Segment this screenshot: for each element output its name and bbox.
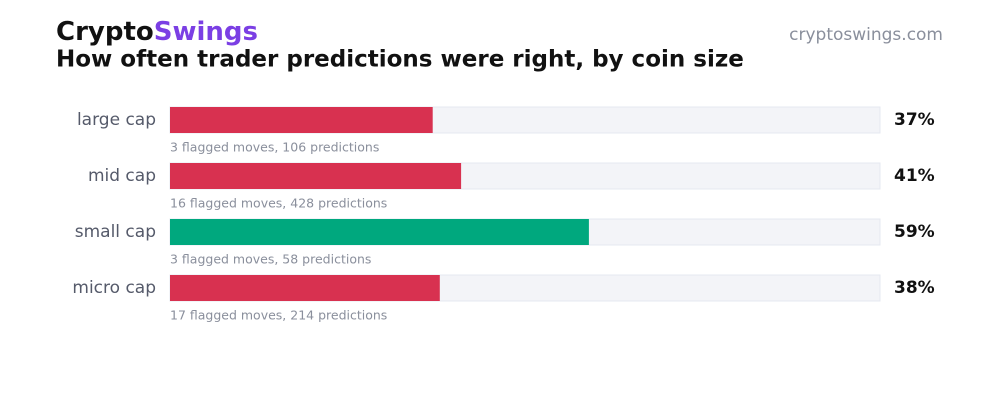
value-label: 37% bbox=[894, 110, 935, 130]
chart-title: How often trader predictions were right,… bbox=[56, 47, 744, 73]
site: cryptoswings.com bbox=[789, 25, 943, 45]
bar-note: 3 flagged moves, 106 predictions bbox=[170, 140, 379, 155]
category-label: large cap bbox=[77, 110, 156, 130]
category-label: small cap bbox=[75, 222, 156, 242]
category-label: micro cap bbox=[72, 278, 156, 298]
brand: CryptoSwings bbox=[56, 17, 258, 47]
value-label: 38% bbox=[894, 278, 935, 298]
brand-first: Crypto bbox=[56, 17, 154, 47]
value-label: 59% bbox=[894, 222, 935, 242]
value-label: 41% bbox=[894, 166, 935, 186]
category-label: mid cap bbox=[88, 166, 156, 186]
bar-note: 3 flagged moves, 58 predictions bbox=[170, 252, 371, 267]
bar bbox=[170, 107, 433, 133]
bar bbox=[170, 275, 440, 301]
bar bbox=[170, 163, 462, 189]
bar bbox=[170, 219, 589, 245]
bar-note: 17 flagged moves, 214 predictions bbox=[170, 308, 387, 323]
bar-note: 16 flagged moves, 428 predictions bbox=[170, 196, 387, 211]
brand-second: Swings bbox=[154, 17, 258, 47]
